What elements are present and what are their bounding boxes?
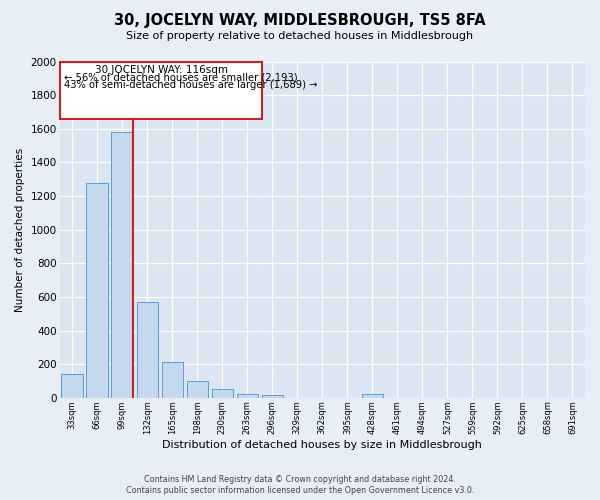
Bar (112, 132, 133, 398)
Text: ← 56% of detached houses are smaller (2,193): ← 56% of detached houses are smaller (2,… (64, 73, 298, 83)
Text: Contains HM Land Registry data © Crown copyright and database right 2024.: Contains HM Land Registry data © Crown c… (144, 474, 456, 484)
X-axis label: Distribution of detached houses by size in Middlesbrough: Distribution of detached houses by size … (163, 440, 482, 450)
Bar (137, 302, 158, 398)
Text: Size of property relative to detached houses in Middlesbrough: Size of property relative to detached ho… (127, 31, 473, 41)
Bar (362, 394, 383, 398)
Bar (236, 394, 258, 398)
Bar (262, 396, 283, 398)
Text: 30, JOCELYN WAY, MIDDLESBROUGH, TS5 8FA: 30, JOCELYN WAY, MIDDLESBROUGH, TS5 8FA (114, 12, 486, 28)
Text: 30 JOCELYN WAY: 116sqm: 30 JOCELYN WAY: 116sqm (95, 65, 227, 75)
Bar (212, 390, 233, 398)
Text: Contains public sector information licensed under the Open Government Licence v3: Contains public sector information licen… (126, 486, 474, 495)
Bar (187, 381, 208, 398)
FancyBboxPatch shape (60, 62, 262, 118)
Bar (161, 362, 183, 398)
Y-axis label: Number of detached properties: Number of detached properties (15, 148, 25, 312)
Text: 43% of semi-detached houses are larger (1,689) →: 43% of semi-detached houses are larger (… (64, 80, 317, 90)
Bar (86, 182, 108, 398)
Bar (61, 374, 83, 398)
